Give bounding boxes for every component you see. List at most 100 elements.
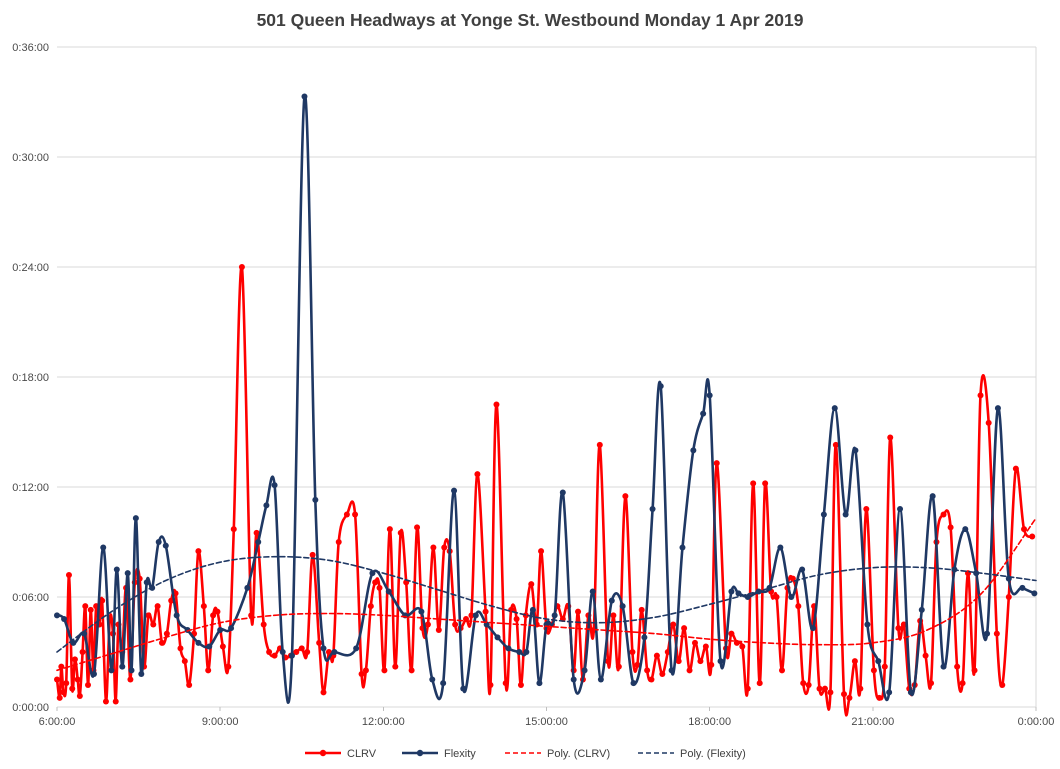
data-marker (897, 506, 904, 512)
data-marker (200, 603, 207, 610)
x-axis-label: 0:00:00 (1018, 716, 1055, 728)
data-marker (706, 392, 713, 399)
data-marker (795, 603, 802, 610)
data-marker (217, 627, 224, 633)
data-marker (816, 685, 823, 692)
legend-marker (416, 749, 424, 757)
data-marker (451, 487, 458, 494)
data-marker (482, 608, 489, 615)
data-marker (659, 671, 666, 677)
data-marker (494, 634, 501, 641)
data-marker (523, 649, 530, 655)
data-marker (634, 661, 641, 668)
data-marker (708, 661, 715, 668)
data-marker (1021, 526, 1028, 533)
data-marker (63, 680, 70, 687)
y-axis-label: 0:12:00 (12, 482, 49, 494)
data-marker (529, 606, 536, 613)
data-marker (551, 612, 558, 619)
data-marker (335, 539, 342, 545)
data-marker (516, 649, 523, 655)
data-marker (304, 649, 311, 655)
data-marker (76, 693, 83, 699)
data-marker (900, 621, 907, 628)
data-marker (102, 698, 109, 705)
data-marker (100, 544, 107, 551)
data-marker (863, 506, 870, 512)
data-marker (999, 682, 1006, 688)
data-marker (271, 482, 278, 489)
data-marker (320, 689, 327, 696)
data-marker (864, 621, 871, 628)
data-marker (163, 630, 170, 637)
data-marker (206, 643, 213, 650)
data-marker (846, 694, 853, 701)
data-marker (452, 621, 459, 628)
data-marker (435, 627, 442, 633)
data-marker (629, 649, 636, 655)
data-marker (739, 643, 746, 650)
data-marker (244, 584, 251, 591)
data-marker (181, 658, 188, 665)
data-marker (940, 511, 947, 518)
data-marker (1012, 465, 1019, 472)
data-marker (312, 496, 319, 503)
data-marker (962, 526, 969, 533)
data-marker (418, 608, 425, 615)
data-marker (119, 663, 126, 670)
data-marker (653, 652, 660, 659)
data-marker (493, 401, 500, 408)
data-marker (502, 680, 509, 687)
data-marker (1029, 533, 1036, 540)
data-marker (589, 588, 596, 595)
data-marker (362, 667, 369, 674)
data-marker (513, 616, 520, 622)
data-marker (622, 493, 629, 500)
data-marker (195, 548, 202, 555)
x-axis-label: 9:00:00 (202, 716, 239, 728)
data-marker (973, 570, 980, 577)
data-marker (827, 689, 834, 696)
data-marker (372, 579, 379, 586)
data-marker (505, 645, 512, 652)
data-marker (301, 93, 308, 100)
data-marker (288, 652, 295, 659)
data-marker (255, 539, 262, 545)
data-marker (430, 544, 437, 551)
data-marker (487, 682, 494, 688)
series-line-poly-clrv (56, 517, 1037, 672)
legend-label: Poly. (Flexity) (680, 748, 746, 760)
data-marker (71, 656, 78, 663)
data-marker (1005, 594, 1012, 600)
legend-marker (319, 749, 327, 757)
axes: 0:00:00 0:06:00 0:12:00 0:18:00 0:24:00 0:30:… (12, 42, 1054, 728)
data-marker (820, 511, 827, 518)
data-marker (895, 625, 902, 632)
data-marker (225, 663, 232, 670)
data-marker (638, 606, 645, 613)
data-marker (777, 544, 784, 551)
data-marker (82, 603, 89, 610)
data-marker (717, 658, 724, 665)
data-marker (691, 639, 698, 646)
data-marker (597, 676, 604, 683)
data-marker (832, 441, 839, 448)
data-marker (376, 584, 383, 591)
data-marker (851, 658, 858, 665)
data-marker (675, 658, 682, 665)
legend-label: CLRV (347, 748, 377, 760)
data-marker (214, 608, 221, 615)
data-marker (575, 608, 582, 615)
data-marker (744, 685, 751, 692)
data-marker (528, 581, 535, 588)
data-marker (468, 612, 475, 619)
data-marker (789, 575, 796, 582)
data-marker (441, 544, 448, 551)
data-marker (907, 689, 914, 696)
data-marker (87, 606, 94, 613)
data-marker (842, 511, 849, 518)
data-marker (681, 625, 688, 632)
data-marker (648, 676, 655, 683)
data-marker (517, 682, 524, 688)
